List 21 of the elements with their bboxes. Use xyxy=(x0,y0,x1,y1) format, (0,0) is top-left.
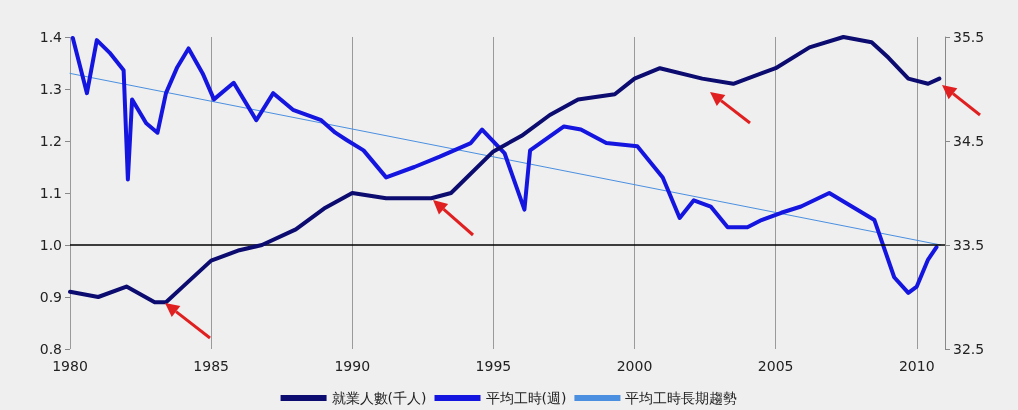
x-tick-label: 1985 xyxy=(193,358,229,374)
y2-tick-label: 32.5 xyxy=(953,341,985,357)
y2-tick-label: 33.5 xyxy=(953,237,985,253)
x-tick-label: 1995 xyxy=(475,358,512,374)
x-tick-label: 1980 xyxy=(52,358,88,374)
y-tick-label: 0.9 xyxy=(39,289,62,305)
y-tick-label: 1.4 xyxy=(39,29,63,45)
legend-label: 平均工時(週) xyxy=(485,390,567,406)
legend-label: 就業人數(千人) xyxy=(331,390,427,406)
legend-label: 平均工時長期趨勢 xyxy=(625,390,738,406)
y-tick-label: 1.1 xyxy=(39,185,62,201)
x-tick-label: 2005 xyxy=(757,358,794,374)
x-tick-label: 2000 xyxy=(616,358,653,374)
y2-tick-label: 34.5 xyxy=(953,133,985,149)
y-tick-label: 1.0 xyxy=(39,237,62,253)
y2-tick-label: 35.5 xyxy=(953,29,985,45)
x-tick-label: 2010 xyxy=(898,358,935,374)
y-tick-label: 0.8 xyxy=(39,341,62,357)
y-tick-label: 1.2 xyxy=(39,133,62,149)
y-tick-label: 1.3 xyxy=(39,81,62,97)
x-tick-label: 1990 xyxy=(334,358,371,374)
